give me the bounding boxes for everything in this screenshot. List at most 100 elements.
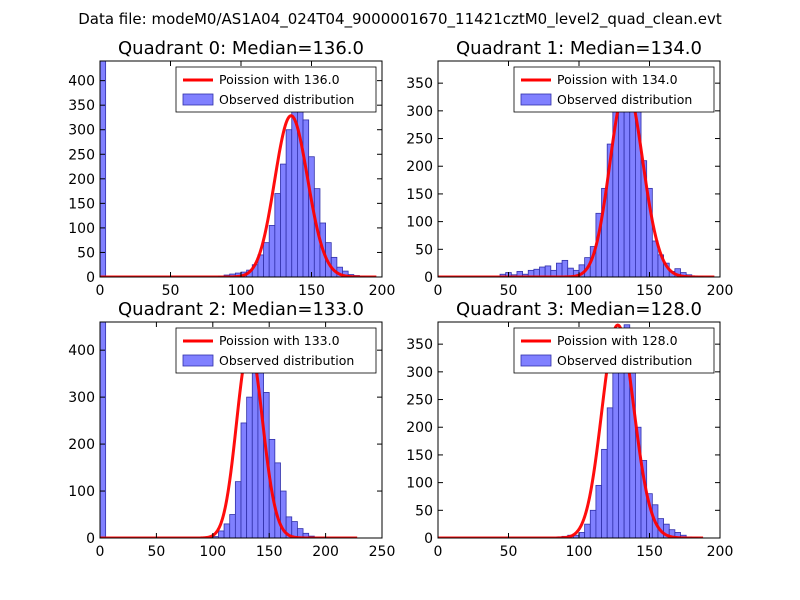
histogram-bar (100, 61, 107, 277)
panel-quadrant-0: Quadrant 0: Median=136.0 0 50 100 150 200 0 50… (68, 38, 395, 299)
y-tick-label: 100 (406, 476, 433, 492)
x-tick-label: 50 (162, 283, 180, 299)
panel-quadrant-1: Quadrant 1: Median=134.0 0 50 100 150 200 0 50… (406, 38, 733, 299)
y-tick-label: 100 (68, 484, 95, 500)
histogram-bar (263, 242, 270, 277)
panel-title: Quadrant 0: Median=136.0 (118, 38, 364, 59)
y-tick-label: 200 (406, 420, 433, 436)
x-tick-label: 150 (298, 283, 325, 299)
histogram-bar (280, 490, 287, 538)
panel-title: Quadrant 2: Median=133.0 (118, 299, 364, 320)
histogram-bar (589, 509, 597, 538)
y-tick-label: 0 (424, 531, 433, 547)
histogram-bar (274, 193, 281, 277)
legend: Poission with 134.0 Observed distribution (513, 66, 715, 113)
histogram-bar (218, 530, 225, 538)
y-tick-label: 100 (68, 221, 95, 237)
legend-bar-label: Observed distribution (219, 353, 354, 368)
y-tick-label: 50 (77, 245, 95, 261)
y-tick-label: 50 (415, 242, 433, 258)
x-tick-label: 200 (312, 544, 339, 560)
histogram-bar (223, 523, 231, 538)
y-tick-label: 400 (68, 343, 95, 359)
histogram-bar (556, 262, 563, 277)
x-tick-label: 50 (500, 544, 518, 560)
x-tick-label: 0 (434, 283, 443, 299)
legend: Poission with 133.0 Observed distribution (175, 327, 377, 374)
poisson-curve-line (438, 84, 716, 277)
panel-title: Quadrant 3: Median=128.0 (456, 299, 702, 320)
histogram-bar (302, 119, 310, 277)
x-tick-label: 250 (369, 544, 396, 560)
histogram-bar (229, 514, 236, 538)
legend-line-label: Poission with 136.0 (219, 72, 340, 87)
y-tick-label: 350 (406, 76, 433, 92)
y-tick-label: 250 (68, 147, 95, 163)
y-tick-label: 0 (424, 270, 433, 286)
x-tick-label: 200 (369, 283, 396, 299)
y-tick-label: 200 (68, 437, 95, 453)
histogram-bar (240, 422, 248, 538)
y-tick-label: 250 (406, 132, 433, 148)
histogram-bar (584, 523, 591, 538)
x-tick-label: 50 (147, 544, 165, 560)
y-tick-label: 300 (406, 365, 433, 381)
figure-suptitle: Data file: modeM0/AS1A04_024T04_90000016… (78, 10, 722, 29)
plot-area (438, 77, 716, 277)
axes-frame (99, 321, 383, 539)
histogram-bar (280, 163, 287, 277)
plot-area (100, 61, 378, 277)
y-tick-label: 300 (68, 123, 95, 139)
legend-bar-swatch (520, 354, 552, 367)
histogram-bar (274, 462, 281, 538)
legend: Poission with 136.0 Observed distribution (175, 66, 377, 113)
y-tick-label: 200 (68, 172, 95, 188)
legend: Poission with 128.0 Observed distribution (513, 327, 715, 374)
x-tick-label: 100 (566, 544, 593, 560)
y-tick-label: 400 (68, 74, 95, 90)
x-tick-label: 50 (500, 283, 518, 299)
y-tick-label: 100 (406, 215, 433, 231)
y-tick-label: 300 (68, 390, 95, 406)
legend-line-label: Poission with 133.0 (219, 333, 340, 348)
x-tick-label: 200 (707, 544, 734, 560)
histogram-bar (646, 187, 653, 277)
y-tick-label: 0 (86, 531, 95, 547)
histogram-bar (285, 129, 293, 277)
histogram-bar (296, 92, 304, 277)
legend-line-label: Poission with 134.0 (557, 72, 678, 87)
y-tick-label: 350 (406, 337, 433, 353)
x-tick-label: 150 (256, 544, 283, 560)
histogram-bar (601, 448, 608, 538)
x-tick-label: 0 (96, 283, 105, 299)
x-tick-label: 100 (566, 283, 593, 299)
poisson-curve-line (438, 323, 704, 538)
histogram-bar (268, 225, 276, 277)
y-tick-label: 300 (406, 104, 433, 120)
x-tick-label: 100 (199, 544, 226, 560)
panel-title: Quadrant 1: Median=134.0 (456, 38, 702, 59)
histogram-bar (612, 365, 619, 538)
legend-line-label: Poission with 128.0 (557, 333, 678, 348)
legend-bar-swatch (520, 93, 552, 106)
x-tick-label: 100 (228, 283, 255, 299)
x-tick-label: 150 (636, 283, 663, 299)
y-tick-label: 350 (68, 98, 95, 114)
x-tick-label: 0 (96, 544, 105, 560)
y-tick-label: 0 (86, 270, 95, 286)
poisson-curve-line (100, 114, 378, 277)
histogram-bar (544, 265, 552, 277)
histogram-bar (629, 91, 636, 277)
panel-quadrant-3: Quadrant 3: Median=128.0 0 50 100 150 200 0 50… (406, 299, 733, 560)
legend-bar-swatch (182, 93, 214, 106)
legend-bar-label: Observed distribution (557, 353, 692, 368)
histogram-bar (578, 532, 586, 538)
y-tick-label: 50 (415, 503, 433, 519)
poisson-curve-line (100, 344, 359, 538)
x-tick-label: 200 (707, 283, 734, 299)
histogram-bar (595, 484, 602, 538)
legend-bar-label: Observed distribution (219, 92, 354, 107)
x-tick-label: 0 (434, 544, 443, 560)
y-tick-label: 250 (406, 393, 433, 409)
